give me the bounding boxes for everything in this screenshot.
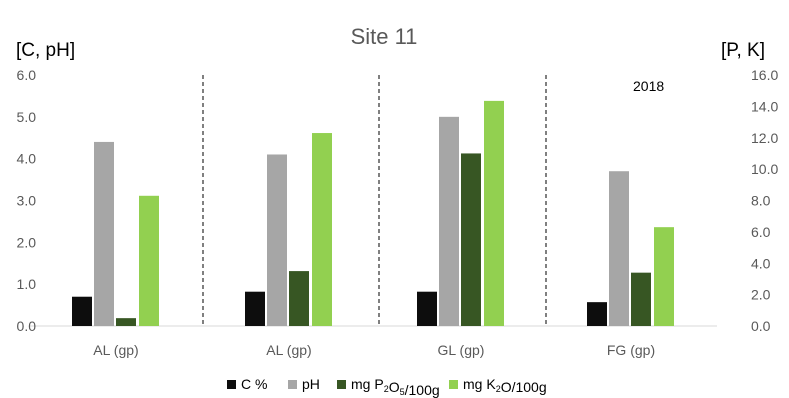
right-tick-label: 2.0: [751, 287, 771, 303]
legend-label-part: 2: [384, 384, 389, 394]
left-tick-label: 5.0: [17, 109, 37, 125]
left-tick-label: 1.0: [17, 276, 37, 292]
bar-mg-p2o5-100g-0: [116, 318, 136, 326]
left-tick-label: 3.0: [17, 193, 37, 209]
right-tick-label: 16.0: [751, 67, 778, 83]
chart-title: Site 11: [351, 24, 418, 49]
legend-swatch: [337, 380, 346, 389]
bar-ph-1: [267, 154, 287, 326]
legend-label-part: 5: [400, 387, 405, 397]
category-label: GL (gp): [438, 342, 485, 358]
bar-mg-k2o-100g-3: [654, 227, 674, 326]
legend-label: mg K2O/100g: [463, 376, 547, 395]
bar-ph-3: [609, 171, 629, 326]
legend: C % pH mg P2O5/100g mg K2O/100g: [227, 376, 547, 398]
left-tick-label: 2.0: [17, 234, 37, 250]
legend-label-part: mg K: [463, 376, 496, 392]
right-tick-label: 4.0: [751, 255, 771, 271]
legend-label-text: pH: [302, 376, 320, 392]
bar-mg-k2o-100g-1: [312, 133, 332, 326]
right-tick-label: 0.0: [751, 318, 771, 334]
bar-ph-2: [439, 116, 459, 326]
bar-mg-p2o5-100g-2: [461, 153, 481, 326]
right-tick-label: 10.0: [751, 161, 778, 177]
plot-area: 0.0 1.0 2.0 3.0 4.0 5.0 6.0 0.0 2.0 4.0 6.0 8.0 10.0…: [17, 67, 779, 358]
left-axis-label: [C, pH]: [16, 40, 75, 61]
legend-label: mg P2O5/100g: [351, 376, 440, 398]
legend-label-part: mg P: [351, 376, 384, 392]
bar-ph-0: [94, 141, 114, 326]
bar-mg-k2o-100g-0: [139, 195, 159, 326]
bar-c--1: [245, 291, 265, 326]
legend-label-part: O: [501, 379, 512, 395]
right-tick-label: 8.0: [751, 193, 771, 209]
bar-c--2: [417, 291, 437, 326]
category-label: AL (gp): [93, 342, 138, 358]
left-tick-label: 4.0: [17, 151, 37, 167]
year-annotation: 2018: [633, 78, 664, 94]
legend-label-part: O: [389, 379, 400, 395]
legend-label: pH: [302, 376, 320, 392]
left-tick-label: 6.0: [17, 67, 37, 83]
category-label: FG (gp): [607, 342, 655, 358]
bar-c--0: [72, 296, 92, 326]
legend-label-part: 2: [496, 384, 501, 394]
legend-label-text: C %: [241, 376, 267, 392]
right-tick-label: 14.0: [751, 98, 778, 114]
bar-c--3: [587, 302, 607, 326]
right-tick-label: 6.0: [751, 224, 771, 240]
legend-label-part: /100g: [405, 382, 440, 398]
legend-swatch: [227, 380, 236, 389]
legend-label: C %: [241, 376, 267, 392]
bar-mg-p2o5-100g-1: [289, 271, 309, 326]
right-tick-label: 12.0: [751, 130, 778, 146]
right-axis-label: [P, K]: [721, 40, 765, 61]
legend-swatch: [449, 380, 458, 389]
left-tick-label: 0.0: [17, 318, 37, 334]
legend-swatch: [288, 380, 297, 389]
legend-label-part: /100g: [512, 379, 547, 395]
bar-mg-p2o5-100g-3: [631, 272, 651, 326]
bar-mg-k2o-100g-2: [484, 100, 504, 327]
category-label: AL (gp): [266, 342, 311, 358]
